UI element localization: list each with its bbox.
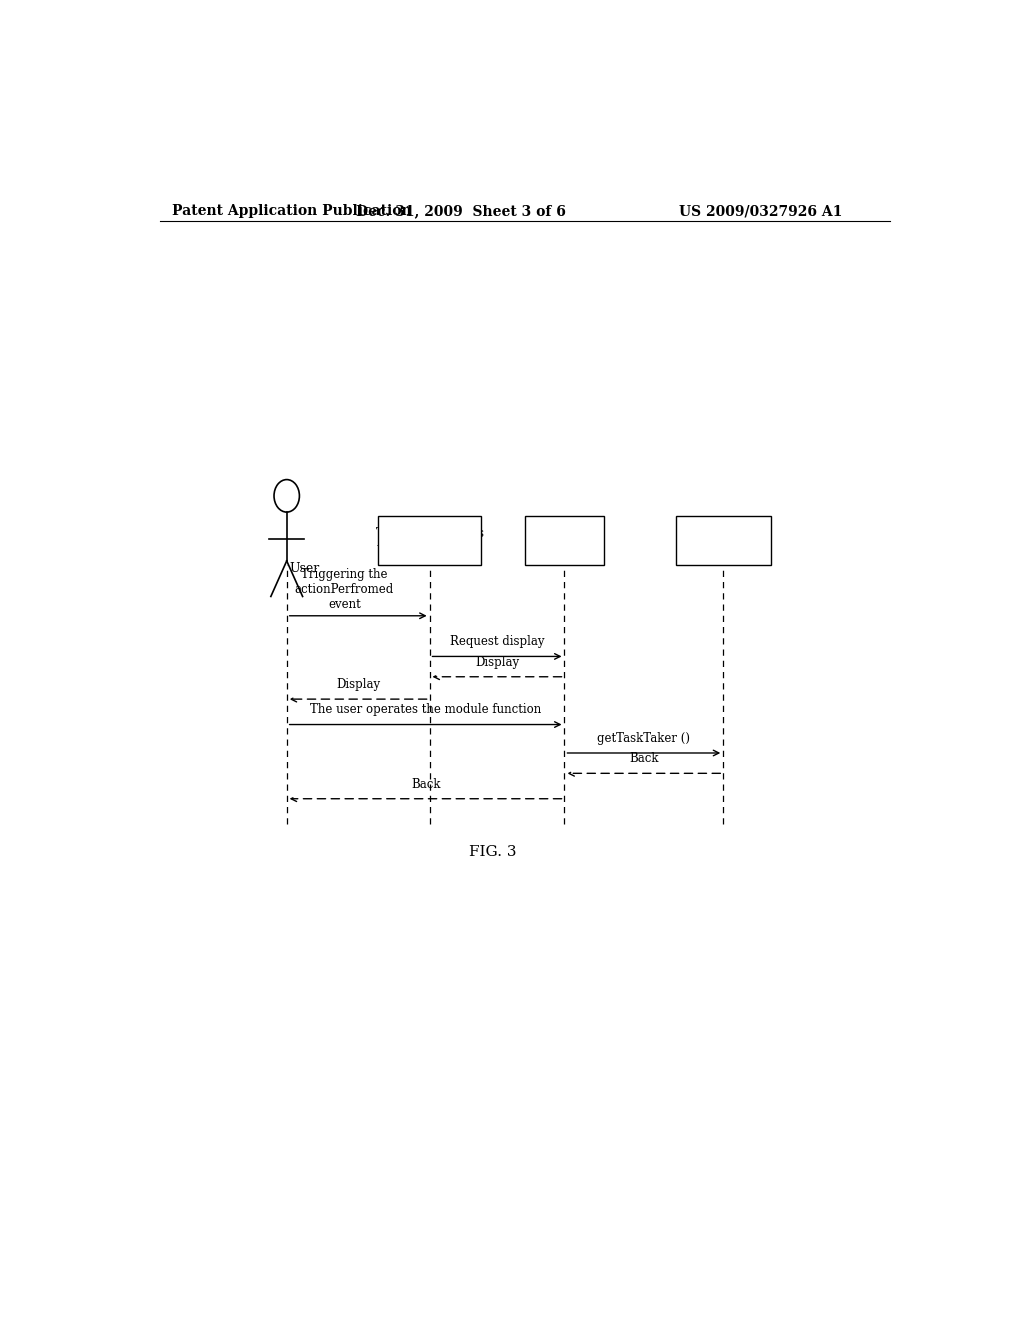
Text: User: User	[290, 562, 321, 576]
Text: Display: Display	[336, 678, 380, 690]
Text: View: View	[550, 535, 579, 546]
FancyBboxPatch shape	[676, 516, 771, 565]
Text: Request display: Request display	[450, 635, 545, 648]
Text: FIG. 3: FIG. 3	[469, 845, 517, 858]
Text: Dec. 31, 2009  Sheet 3 of 6: Dec. 31, 2009 Sheet 3 of 6	[356, 205, 566, 218]
Text: The user operates the module function: The user operates the module function	[310, 704, 542, 717]
Text: Back: Back	[411, 777, 440, 791]
Text: US 2009/0327926 A1: US 2009/0327926 A1	[679, 205, 842, 218]
Text: The user operates
the abstract class: The user operates the abstract class	[376, 527, 483, 554]
FancyBboxPatch shape	[524, 516, 604, 565]
Text: Display: Display	[475, 656, 519, 669]
FancyBboxPatch shape	[378, 516, 481, 565]
Text: Back: Back	[629, 752, 658, 766]
Text: Patent Application Publication: Patent Application Publication	[172, 205, 412, 218]
Text: getTaskTaker (): getTaskTaker ()	[597, 731, 690, 744]
Text: Service
Requester: Service Requester	[692, 527, 754, 554]
Text: Triggering the
actionPerfromed
event: Triggering the actionPerfromed event	[295, 568, 394, 611]
